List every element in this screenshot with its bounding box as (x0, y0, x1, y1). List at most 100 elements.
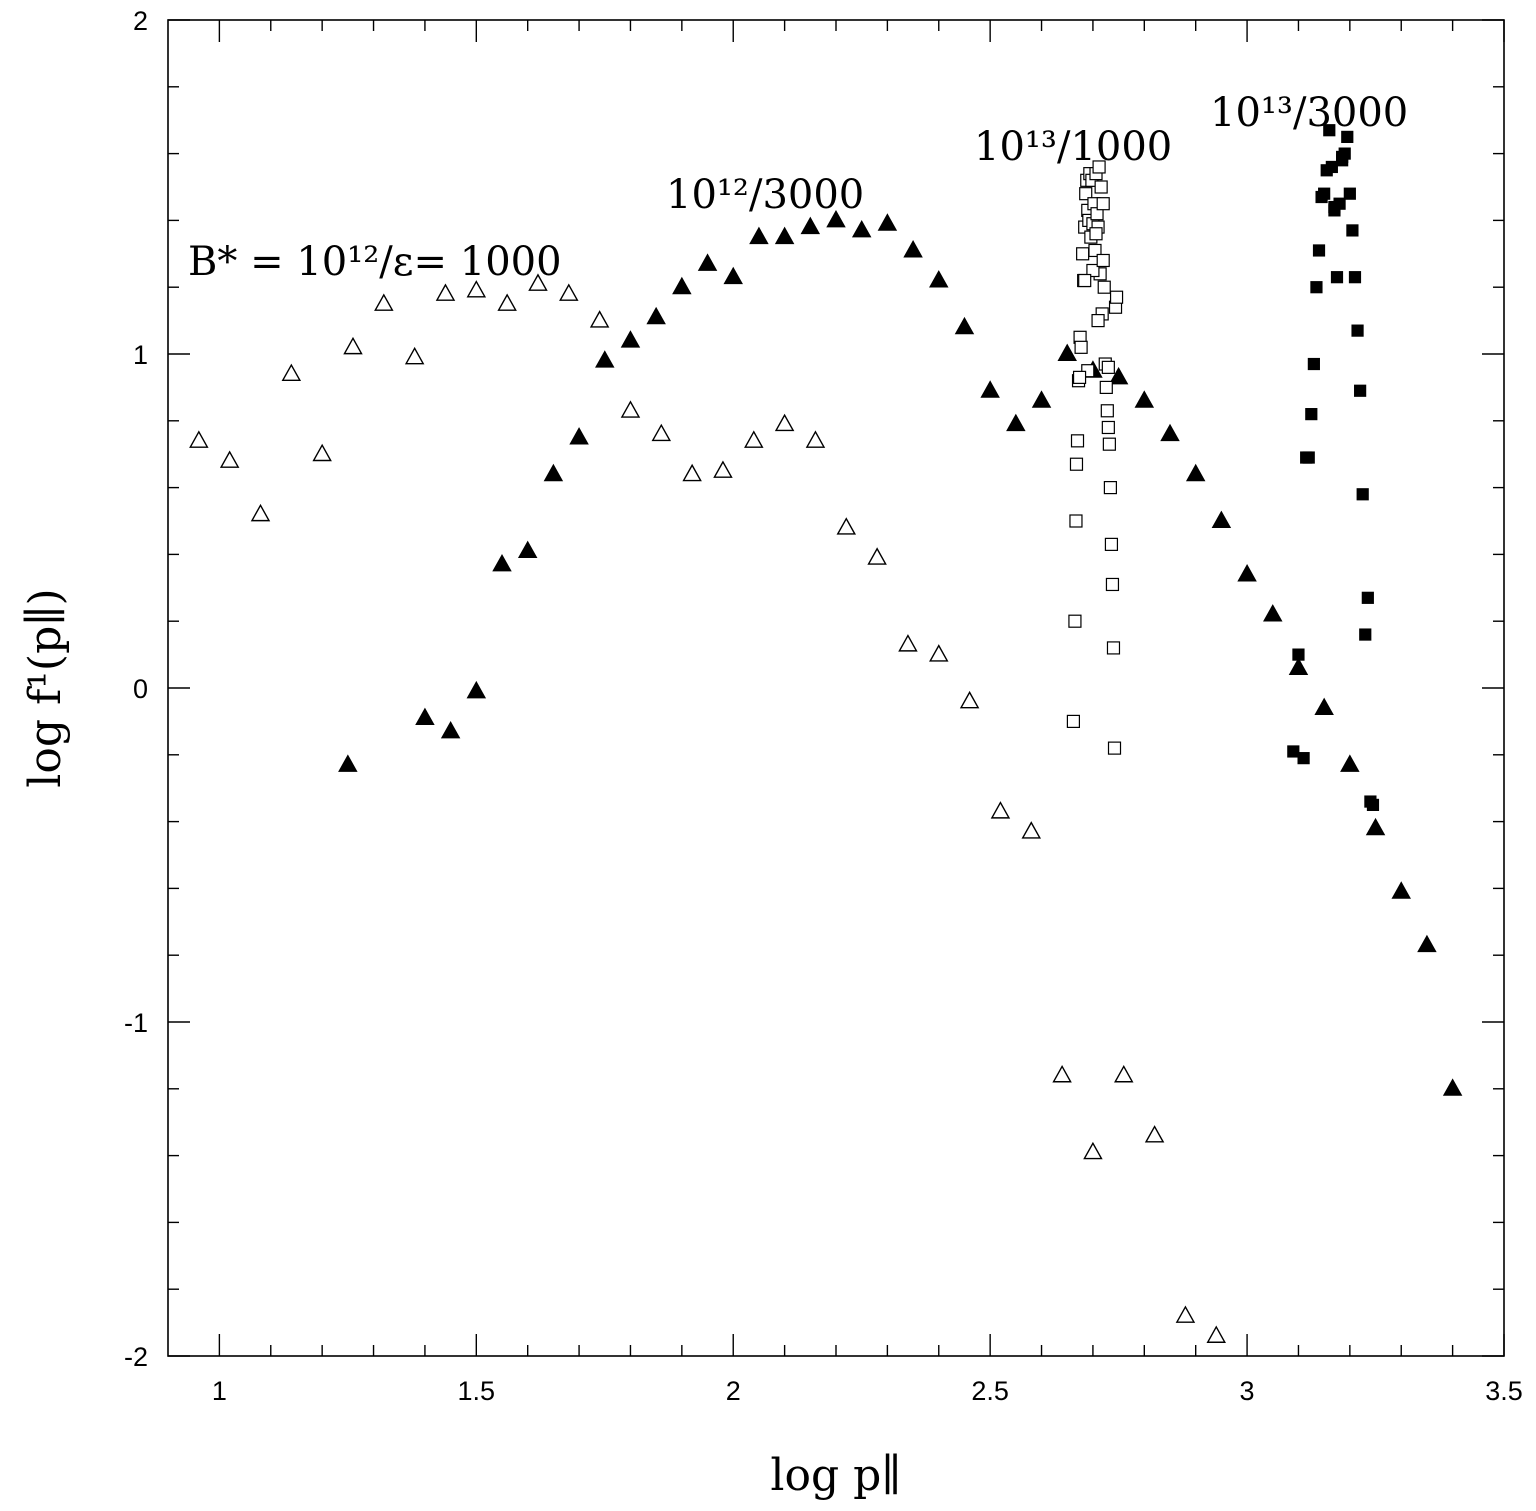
filled-square-point (1361, 591, 1374, 604)
open-triangle-point (620, 400, 641, 418)
filled-square-point (1287, 745, 1300, 758)
filled-square-point (1307, 357, 1320, 371)
filled-square-point (1318, 187, 1331, 200)
filled-triangle-point (1211, 510, 1232, 528)
open-triangle-point (528, 273, 548, 291)
y-tick-label: -1 (124, 1008, 148, 1038)
filled-triangle-point (1185, 463, 1206, 482)
y-tick-label: 0 (133, 674, 148, 704)
open-square-point (1094, 180, 1108, 194)
x-tick-label: 1.5 (458, 1376, 496, 1406)
open-square-point (1103, 481, 1117, 495)
open-triangle-point (713, 460, 733, 478)
open-square-point (1109, 290, 1124, 304)
open-triangle-point (466, 280, 487, 298)
y-tick-label: 2 (133, 6, 148, 36)
filled-square-point (1305, 408, 1318, 421)
open-square-point (1099, 380, 1113, 394)
open-triangle-point (805, 430, 826, 448)
filled-triangle-point (440, 720, 461, 739)
filled-triangle-point (1288, 657, 1309, 675)
open-square-point (1070, 434, 1085, 448)
filled-square-point (1359, 628, 1372, 641)
filled-triangle-point (1314, 697, 1334, 716)
filled-triangle-point (800, 216, 821, 235)
filled-triangle-point (1031, 390, 1052, 408)
open-square-point (1074, 340, 1088, 354)
open-square-point (1096, 197, 1110, 211)
open-triangle-point (589, 310, 610, 328)
open-square-point (1088, 243, 1102, 258)
filled-square-point (1366, 798, 1380, 812)
open-triangle-point (219, 450, 240, 468)
open-triangle-point (281, 363, 302, 382)
filled-triangle-point (1442, 1078, 1463, 1096)
filled-square-point (1346, 224, 1359, 237)
open-triangle-point (1083, 1141, 1103, 1160)
open-triangle-point (990, 801, 1011, 819)
filled-triangle-point (826, 209, 846, 228)
filled-square-point (1323, 124, 1336, 137)
x-tick-label: 3 (1240, 1376, 1255, 1406)
open-triangle-point (1021, 821, 1042, 839)
open-square-point (1089, 227, 1103, 241)
open-square-point (1069, 457, 1084, 471)
open-square-point (1101, 420, 1115, 435)
open-triangle-point (682, 463, 702, 482)
open-triangle-point (497, 293, 517, 311)
filled-triangle-point (929, 270, 949, 288)
open-square-point (1086, 263, 1100, 278)
series-filled-square (1287, 124, 1380, 812)
open-square-point (1079, 187, 1093, 201)
open-triangle-point (343, 336, 363, 355)
axis-ticks (168, 19, 1505, 1357)
annotation-open-triangles: B* = 10¹²/ε= 1000 (188, 239, 562, 285)
filled-triangle-point (466, 680, 487, 699)
filled-square-point (1348, 271, 1362, 284)
filled-triangle-point (1134, 390, 1155, 408)
open-square-point (1097, 280, 1111, 294)
filled-triangle-point (851, 219, 872, 238)
filled-triangle-point (620, 330, 641, 348)
open-square-point (1076, 247, 1090, 261)
open-square-point (1106, 641, 1121, 655)
x-tick-label: 1 (212, 1376, 227, 1406)
open-square-point (1078, 273, 1092, 288)
open-triangle-point (744, 430, 764, 448)
filled-triangle-point (1263, 604, 1283, 622)
filled-square-point (1356, 488, 1369, 501)
filled-square-point (1312, 244, 1326, 257)
x-tick-label: 2 (726, 1376, 741, 1406)
filled-triangle-point (338, 754, 358, 772)
open-triangle-point (651, 423, 672, 442)
filled-triangle-point (697, 253, 718, 271)
x-tick-label: 2.5 (971, 1376, 1009, 1406)
open-square-point (1092, 160, 1106, 174)
open-triangle-point (1052, 1065, 1072, 1083)
open-triangle-point (898, 634, 918, 652)
filled-triangle-point (954, 316, 975, 335)
filled-triangle-point (1340, 754, 1360, 772)
filled-triangle-point (492, 553, 512, 572)
filled-triangle-point (774, 226, 795, 245)
filled-triangle-point (723, 266, 743, 285)
annotation-filled-squares: 10¹³/3000 (1210, 90, 1408, 136)
open-square-point (1066, 714, 1080, 729)
open-square-point (1096, 253, 1110, 268)
filled-square-point (1343, 187, 1356, 200)
filled-square-point (1310, 281, 1323, 294)
filled-square-point (1325, 160, 1338, 174)
open-triangle-point (374, 293, 394, 311)
filled-square-point (1341, 130, 1354, 143)
open-triangle-point (312, 443, 332, 462)
filled-triangle-point (980, 380, 1000, 398)
filled-square-point (1328, 200, 1341, 214)
filled-triangle-point (877, 213, 898, 231)
open-square-point (1104, 537, 1119, 551)
x-axis-title: log p∥ (770, 1450, 901, 1501)
filled-triangle-point (415, 707, 435, 726)
annotation-open-squares: 10¹³/1000 (974, 124, 1172, 170)
filled-square-point (1354, 384, 1367, 397)
open-triangle-point (1144, 1125, 1165, 1143)
x-tick-label: 3.5 (1485, 1376, 1523, 1406)
